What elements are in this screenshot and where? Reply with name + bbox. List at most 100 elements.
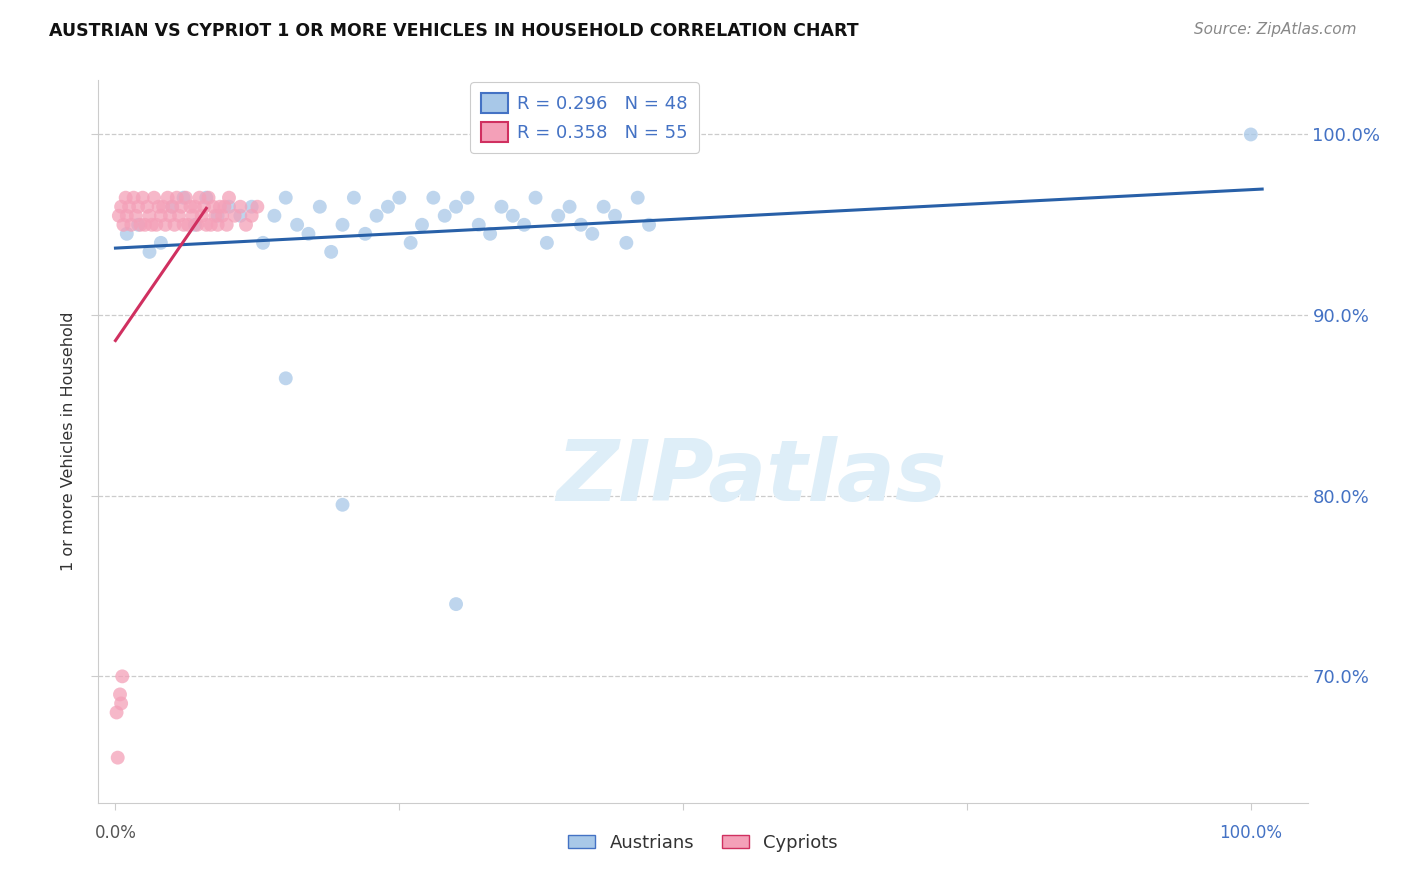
Point [235, 218, 257, 232]
Text: AUSTRIAN VS CYPRIOT 1 OR MORE VEHICLES IN HOUSEHOLD CORRELATION CHART: AUSTRIAN VS CYPRIOT 1 OR MORE VEHICLES I… [49, 22, 859, 40]
Point [422, 191, 444, 205]
Point [195, 218, 218, 232]
Point [108, 687, 131, 701]
Point [603, 209, 626, 223]
Point [160, 200, 183, 214]
Point [202, 200, 225, 214]
Point [145, 218, 167, 232]
Point [115, 227, 138, 241]
Point [167, 209, 190, 223]
Point [263, 209, 285, 223]
Point [224, 209, 246, 223]
Point [125, 209, 148, 223]
Point [112, 218, 135, 232]
Point [204, 209, 226, 223]
Point [118, 200, 141, 214]
Point [332, 218, 354, 232]
Point [138, 209, 160, 223]
Text: 0.0%: 0.0% [94, 824, 136, 842]
Point [152, 200, 174, 214]
Text: 100.0%: 100.0% [1219, 824, 1282, 842]
Text: Source: ZipAtlas.com: Source: ZipAtlas.com [1194, 22, 1357, 37]
Point [444, 597, 467, 611]
Point [638, 218, 661, 232]
Point [186, 218, 208, 232]
Point [332, 498, 354, 512]
Point [592, 200, 614, 214]
Point [143, 191, 166, 205]
Point [321, 244, 343, 259]
Point [627, 191, 650, 205]
Point [114, 191, 136, 205]
Point [218, 191, 240, 205]
Point [188, 191, 211, 205]
Point [163, 218, 186, 232]
Point [491, 200, 513, 214]
Point [149, 235, 172, 250]
Point [399, 235, 422, 250]
Point [160, 200, 183, 214]
Point [207, 209, 229, 223]
Point [156, 191, 179, 205]
Point [184, 218, 207, 232]
Point [208, 200, 231, 214]
Point [177, 218, 200, 232]
Point [479, 227, 502, 241]
Point [136, 200, 159, 214]
Point [105, 706, 128, 720]
Point [108, 209, 131, 223]
Point [502, 209, 524, 223]
Point [149, 209, 172, 223]
Point [581, 227, 603, 241]
Point [131, 191, 153, 205]
Point [174, 191, 197, 205]
Point [127, 200, 149, 214]
Point [229, 209, 252, 223]
Point [211, 209, 233, 223]
Point [536, 235, 558, 250]
Point [218, 200, 240, 214]
Point [129, 218, 152, 232]
Point [173, 218, 195, 232]
Point [1240, 128, 1263, 142]
Point [215, 218, 238, 232]
Point [159, 209, 181, 223]
Point [274, 191, 297, 205]
Point [308, 200, 330, 214]
Point [354, 227, 377, 241]
Point [127, 218, 149, 232]
Point [173, 191, 195, 205]
Point [558, 200, 581, 214]
Point [111, 669, 134, 683]
Point [200, 218, 222, 232]
Point [229, 200, 252, 214]
Point [170, 200, 193, 214]
Point [614, 235, 637, 250]
Point [513, 218, 536, 232]
Point [444, 200, 467, 214]
Point [141, 218, 163, 232]
Point [184, 200, 207, 214]
Point [569, 218, 592, 232]
Point [388, 191, 411, 205]
Point [377, 200, 399, 214]
Point [122, 191, 145, 205]
Point [181, 209, 204, 223]
Point [207, 218, 229, 232]
Y-axis label: 1 or more Vehicles in Household: 1 or more Vehicles in Household [60, 312, 76, 571]
Point [285, 218, 308, 232]
Point [411, 218, 433, 232]
Point [366, 209, 388, 223]
Point [166, 191, 188, 205]
Point [107, 750, 129, 764]
Point [155, 218, 177, 232]
Point [193, 200, 215, 214]
Text: ZIPatlas: ZIPatlas [557, 436, 946, 519]
Point [524, 191, 547, 205]
Point [110, 697, 132, 711]
Point [134, 218, 156, 232]
Point [179, 200, 201, 214]
Point [343, 191, 366, 205]
Point [148, 200, 170, 214]
Point [433, 209, 456, 223]
